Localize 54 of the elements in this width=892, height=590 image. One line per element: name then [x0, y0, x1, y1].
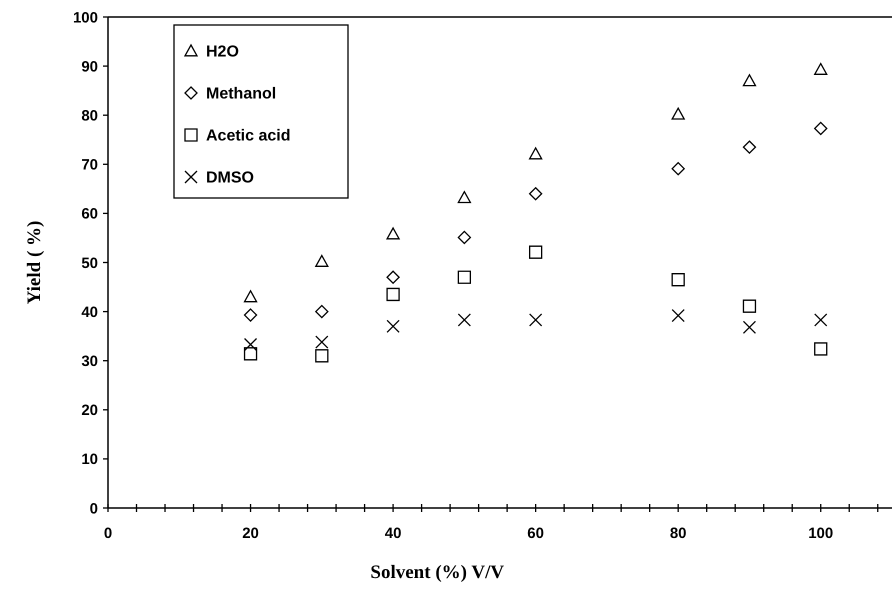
point	[528, 187, 542, 200]
point	[742, 74, 756, 86]
point	[742, 320, 756, 334]
point	[814, 342, 828, 356]
point	[458, 313, 472, 327]
x-tick-label: 100	[808, 525, 834, 542]
point	[386, 320, 400, 333]
legend-label: Methanol	[206, 86, 276, 103]
point	[458, 230, 472, 244]
point	[742, 140, 756, 154]
point	[315, 349, 328, 362]
x-tick-label: 80	[670, 525, 687, 542]
point	[672, 108, 685, 120]
y-tick-label: 90	[81, 58, 98, 76]
point	[244, 290, 258, 302]
point	[814, 62, 828, 75]
point	[672, 162, 685, 176]
point	[814, 313, 828, 327]
legend-label: Acetic acid	[206, 128, 290, 145]
point	[528, 246, 542, 259]
point	[742, 300, 756, 313]
point	[458, 270, 472, 284]
y-tick-label: 100	[72, 9, 98, 26]
y-tick-label: 40	[81, 304, 98, 321]
y-tick-label: 10	[81, 451, 98, 468]
point	[315, 254, 328, 267]
point	[315, 335, 328, 349]
point	[814, 122, 828, 136]
legend-label: DMSO	[206, 170, 254, 187]
y-tick-label: 0	[90, 500, 98, 518]
point	[672, 273, 685, 286]
y-tick-label: 70	[81, 156, 98, 174]
x-tick-label: 40	[384, 525, 402, 542]
point	[244, 308, 258, 322]
y-tick-label: 30	[81, 352, 98, 370]
point	[386, 227, 400, 240]
point	[528, 147, 542, 160]
x-tick-label: 60	[527, 525, 544, 542]
y-tick-label: 60	[81, 206, 98, 223]
y-tick-label: 20	[81, 402, 98, 420]
point	[244, 347, 258, 360]
y-axis-title: Yield ( %)	[24, 220, 45, 304]
point	[528, 313, 542, 327]
point	[386, 288, 400, 302]
point	[458, 191, 472, 204]
point	[386, 270, 400, 284]
x-tick-label: 20	[242, 525, 259, 542]
x-axis-title: Solvent (%) V/V	[370, 562, 504, 583]
y-tick-label: 80	[81, 107, 98, 124]
y-tick-label: 50	[81, 254, 98, 272]
x-tick-label: 0	[104, 525, 112, 542]
legend-label: H2O	[206, 44, 239, 61]
point	[315, 304, 328, 318]
point	[672, 308, 685, 322]
